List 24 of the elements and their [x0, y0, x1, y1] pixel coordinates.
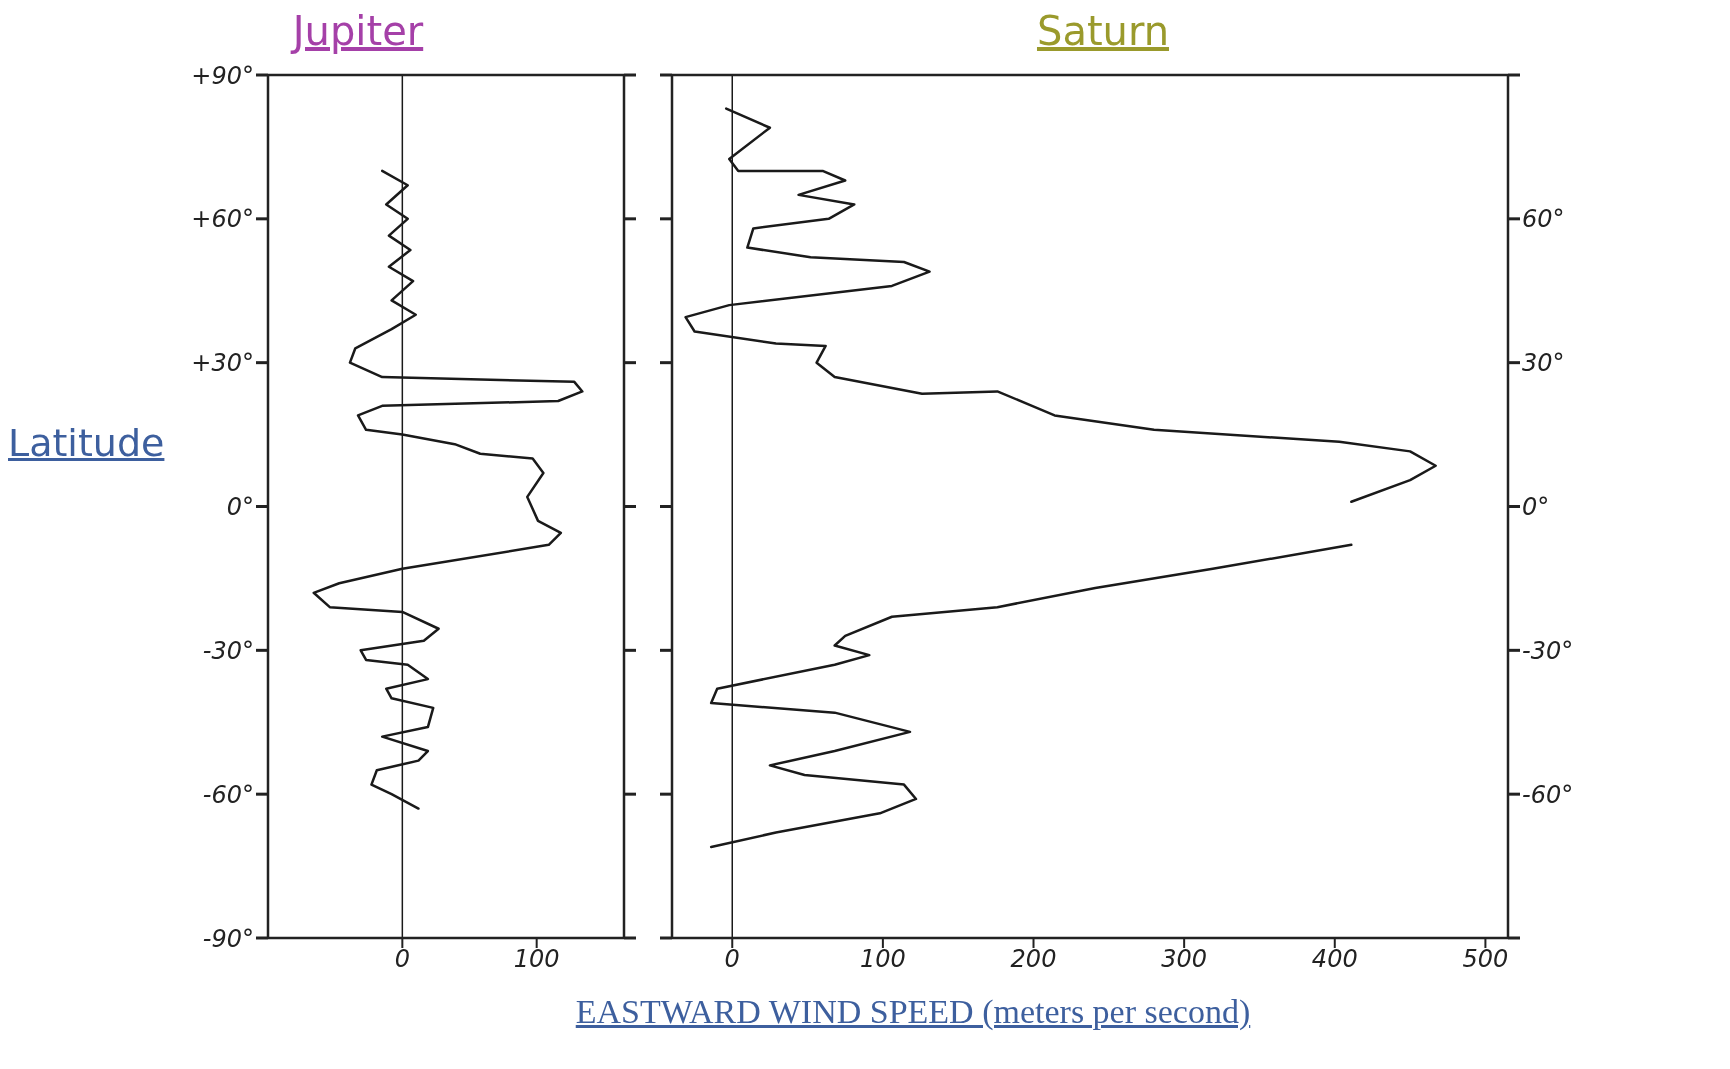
y-tick-label: -60°: [202, 780, 254, 809]
chart-title: Saturn: [1036, 8, 1170, 56]
y-tick-label: -30°: [202, 636, 254, 665]
x-tick-label: 100: [859, 945, 906, 974]
y-tick-label: 0°: [226, 493, 254, 522]
x-tick-label: 200: [1010, 945, 1057, 974]
y-tick-label: -60°: [1522, 780, 1574, 809]
x-tick-label: 100: [513, 945, 560, 974]
y-tick-label: +30°: [191, 349, 254, 378]
y-tick-label: +90°: [191, 61, 254, 90]
y-axis-title: Latitude: [8, 421, 166, 465]
x-tick-label: 500: [1462, 945, 1509, 974]
x-axis-title: EASTWARD WIND SPEED (meters per second): [575, 993, 1251, 1031]
x-tick-label: 300: [1161, 945, 1208, 974]
y-tick-label: 0°: [1522, 493, 1550, 522]
x-tick-label: 0: [724, 945, 740, 974]
y-tick-label: -90°: [202, 924, 254, 953]
y-tick-label: -30°: [1522, 636, 1574, 665]
y-tick-label: 60°: [1522, 205, 1565, 234]
y-tick-label: +60°: [191, 205, 254, 234]
x-tick-label: 0: [394, 945, 410, 974]
chart-title: Jupiter: [292, 8, 424, 56]
x-tick-label: 400: [1311, 945, 1358, 974]
y-tick-label: 30°: [1522, 349, 1565, 378]
